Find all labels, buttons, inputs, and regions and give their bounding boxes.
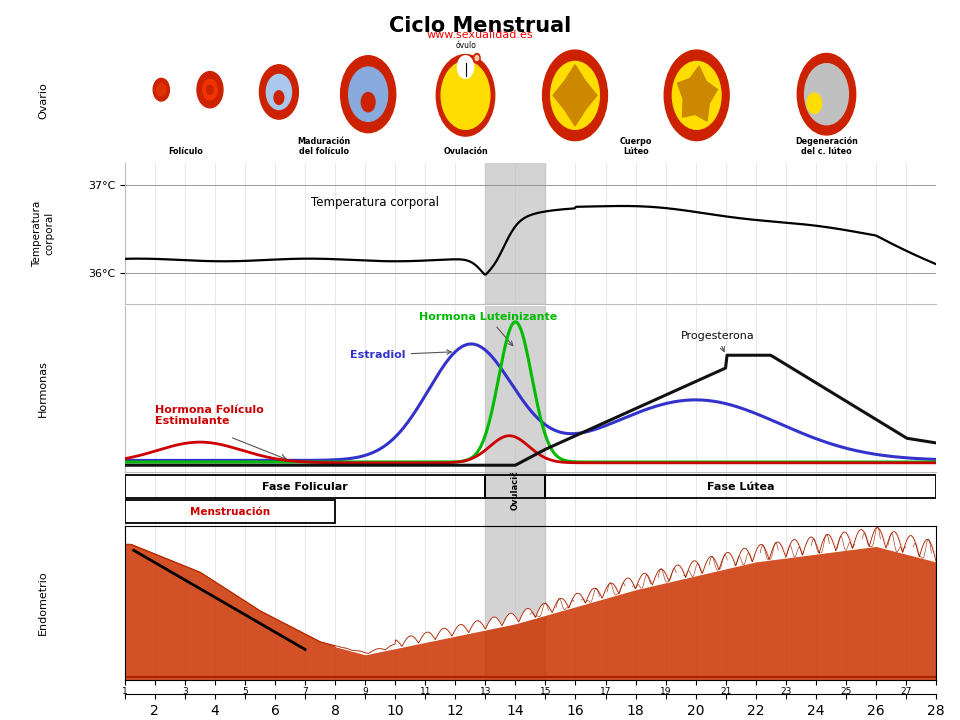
Text: Hormonas: Hormonas [38,361,48,417]
Circle shape [154,78,169,101]
Text: Fase Folicular: Fase Folicular [262,482,348,492]
Bar [486,475,545,498]
Text: Endometrio: Endometrio [38,571,48,635]
Circle shape [203,79,217,100]
Circle shape [807,93,822,114]
Circle shape [266,74,292,109]
Bar [486,526,545,680]
Text: Ovulación: Ovulación [511,463,520,510]
Text: Menstruación: Menstruación [190,507,270,517]
Circle shape [475,55,479,60]
Bar [125,475,486,498]
Bar [486,163,545,304]
Circle shape [156,84,166,96]
Circle shape [361,92,375,112]
Circle shape [664,50,730,140]
Bar [486,472,545,526]
Bar [125,500,335,523]
Circle shape [259,65,299,119]
Circle shape [542,50,608,140]
Text: Cuerpo
Lúteo: Cuerpo Lúteo [619,137,652,156]
Text: Degeneración
del c. lúteo: Degeneración del c. lúteo [795,137,858,156]
Polygon shape [678,66,717,121]
Circle shape [804,63,849,125]
Circle shape [197,71,223,108]
Circle shape [551,61,599,130]
Circle shape [436,55,494,136]
Text: Maduración
del folículo: Maduración del folículo [297,137,350,156]
Circle shape [341,55,396,132]
Circle shape [274,91,284,104]
Text: Progesterona: Progesterona [681,331,755,351]
Text: óvulo: óvulo [456,41,477,50]
Text: Estradiol: Estradiol [350,350,451,360]
Text: Hormona Luteinizante: Hormona Luteinizante [420,312,558,346]
Text: Hormona Folículo
Estimulante: Hormona Folículo Estimulante [155,405,264,426]
Circle shape [442,61,490,130]
Circle shape [457,55,473,78]
Bar [545,475,936,498]
Text: Ciclo Menstrual: Ciclo Menstrual [389,16,571,36]
Text: Ovulación: Ovulación [444,148,488,156]
Circle shape [798,53,855,135]
Text: Fase Lútea: Fase Lútea [707,482,775,492]
Text: Temperatura
corporal: Temperatura corporal [33,200,54,267]
Circle shape [473,53,480,63]
Text: Temperatura corporal: Temperatura corporal [311,196,440,209]
Text: Ovario: Ovario [38,82,48,119]
Text: Folículo: Folículo [168,148,203,156]
Polygon shape [553,65,597,126]
Circle shape [672,61,721,130]
Bar [486,306,545,472]
Circle shape [206,85,213,94]
Circle shape [348,67,388,122]
Text: www.sexualidad.es: www.sexualidad.es [426,30,534,40]
